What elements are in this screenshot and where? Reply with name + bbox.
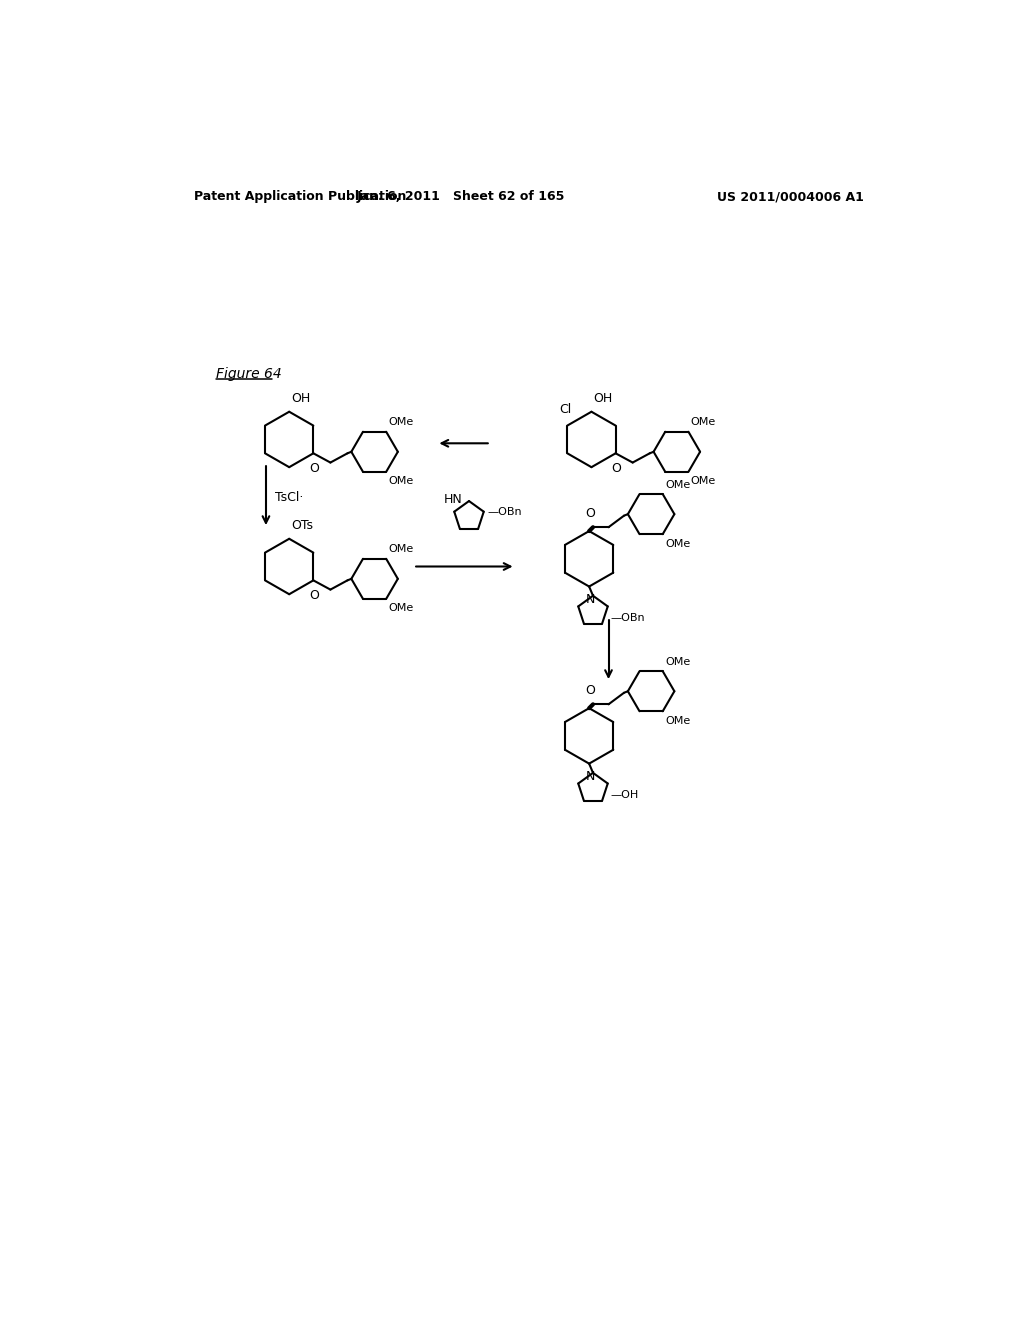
Text: TsCl·: TsCl· [275, 491, 304, 504]
Text: O: O [611, 462, 622, 475]
Text: O: O [309, 589, 319, 602]
Text: OMe: OMe [691, 417, 716, 428]
Text: O: O [309, 462, 319, 475]
Text: Cl: Cl [559, 404, 571, 416]
Text: OMe: OMe [665, 656, 690, 667]
Text: OMe: OMe [388, 544, 414, 554]
Text: OTs: OTs [291, 519, 312, 532]
Text: —OH: —OH [610, 789, 638, 800]
Text: OMe: OMe [388, 477, 414, 486]
Text: Jan. 6, 2011   Sheet 62 of 165: Jan. 6, 2011 Sheet 62 of 165 [357, 190, 565, 203]
Text: HN: HN [444, 492, 463, 506]
Text: OMe: OMe [665, 479, 690, 490]
Text: O: O [585, 684, 595, 697]
Text: —OBn: —OBn [487, 507, 522, 516]
Text: O: O [585, 507, 595, 520]
Text: Figure 64: Figure 64 [216, 367, 282, 381]
Text: OMe: OMe [388, 603, 414, 614]
Text: US 2011/0004006 A1: US 2011/0004006 A1 [718, 190, 864, 203]
Text: —OBn: —OBn [610, 612, 645, 623]
Text: N: N [586, 593, 595, 606]
Text: N: N [586, 770, 595, 783]
Text: Patent Application Publication: Patent Application Publication [194, 190, 407, 203]
Text: OMe: OMe [691, 477, 716, 486]
Text: OMe: OMe [665, 715, 690, 726]
Text: OH: OH [291, 392, 310, 405]
Text: OMe: OMe [665, 539, 690, 549]
Text: OH: OH [593, 392, 612, 405]
Text: OMe: OMe [388, 417, 414, 428]
